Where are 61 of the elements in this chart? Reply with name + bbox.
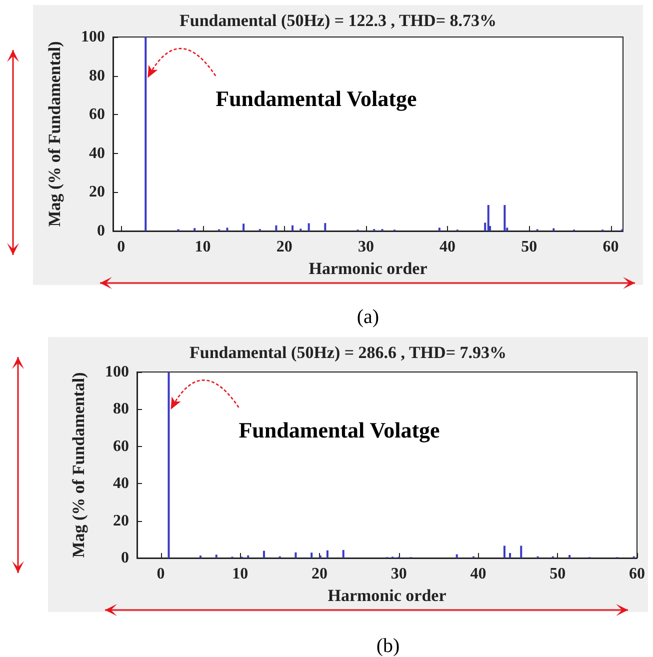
- y-tick-label: 80: [113, 400, 129, 418]
- x-tick-label: 30: [358, 238, 374, 256]
- x-tick-label: 40: [440, 238, 456, 256]
- x-tick-label: 20: [312, 566, 328, 582]
- x-tick-label: 20: [276, 238, 292, 256]
- y-tick-label: 100: [81, 28, 105, 46]
- x-tick-label: 10: [194, 238, 211, 256]
- bar: [503, 546, 506, 558]
- x-tick-label: 60: [629, 566, 645, 582]
- bar: [324, 223, 326, 231]
- annotation: Fundamental Volatge: [238, 417, 440, 442]
- chart-title: Fundamental (50Hz) = 122.3 , THD= 8.73%: [179, 11, 497, 30]
- y-tick-label: 20: [113, 512, 129, 530]
- bar: [319, 555, 322, 558]
- x-axis-title: Harmonic order: [308, 258, 428, 278]
- y-tick-label: 0: [121, 550, 129, 566]
- bar: [504, 205, 506, 231]
- bar: [568, 555, 571, 558]
- bar: [242, 224, 245, 231]
- y-tick-label: 40: [89, 144, 105, 162]
- y-tick-label: 60: [113, 438, 129, 455]
- bar: [262, 550, 265, 558]
- bar: [552, 228, 555, 231]
- bar: [308, 223, 310, 231]
- bar: [275, 225, 278, 231]
- bar: [520, 546, 522, 558]
- y-tick-label: 40: [113, 475, 129, 492]
- y-tick-label: 20: [89, 184, 105, 201]
- y-tick-label: 80: [89, 67, 105, 84]
- bar: [438, 228, 440, 231]
- bar: [144, 37, 147, 231]
- bar: [294, 552, 297, 558]
- bar: [487, 205, 490, 231]
- bar: [247, 555, 250, 558]
- x-axis-title: Harmonic order: [328, 586, 447, 605]
- bar: [509, 552, 512, 558]
- bar: [292, 225, 294, 231]
- bar: [168, 372, 170, 558]
- x-tick-label: 50: [521, 238, 538, 256]
- bar: [310, 552, 313, 558]
- x-tick-label: 60: [602, 238, 619, 256]
- bar: [342, 550, 344, 558]
- bar: [215, 554, 218, 558]
- bar: [456, 554, 458, 558]
- x-tick-label: 40: [470, 566, 486, 582]
- bar: [194, 228, 196, 231]
- annotation: Fundamental Volatge: [216, 86, 417, 111]
- x-tick-label: 0: [156, 566, 165, 582]
- x-tick-label: 10: [232, 566, 248, 582]
- y-axis-title: Mag (% of Fundamental): [69, 372, 88, 558]
- text: (a): [356, 306, 380, 329]
- text: (b): [375, 635, 401, 657]
- y-tick-label: 100: [105, 364, 129, 380]
- x-tick-label: 30: [390, 566, 407, 582]
- chart-title: Fundamental (50Hz) = 286.6 , THD= 7.93%: [189, 343, 507, 362]
- y-tick-label: 60: [89, 106, 105, 124]
- x-tick-label: 50: [550, 566, 566, 582]
- bar: [226, 228, 228, 231]
- y-axis-title: Mag (% of Fundamental): [45, 41, 64, 227]
- y-tick-label: 0: [97, 222, 105, 240]
- bar: [326, 550, 328, 558]
